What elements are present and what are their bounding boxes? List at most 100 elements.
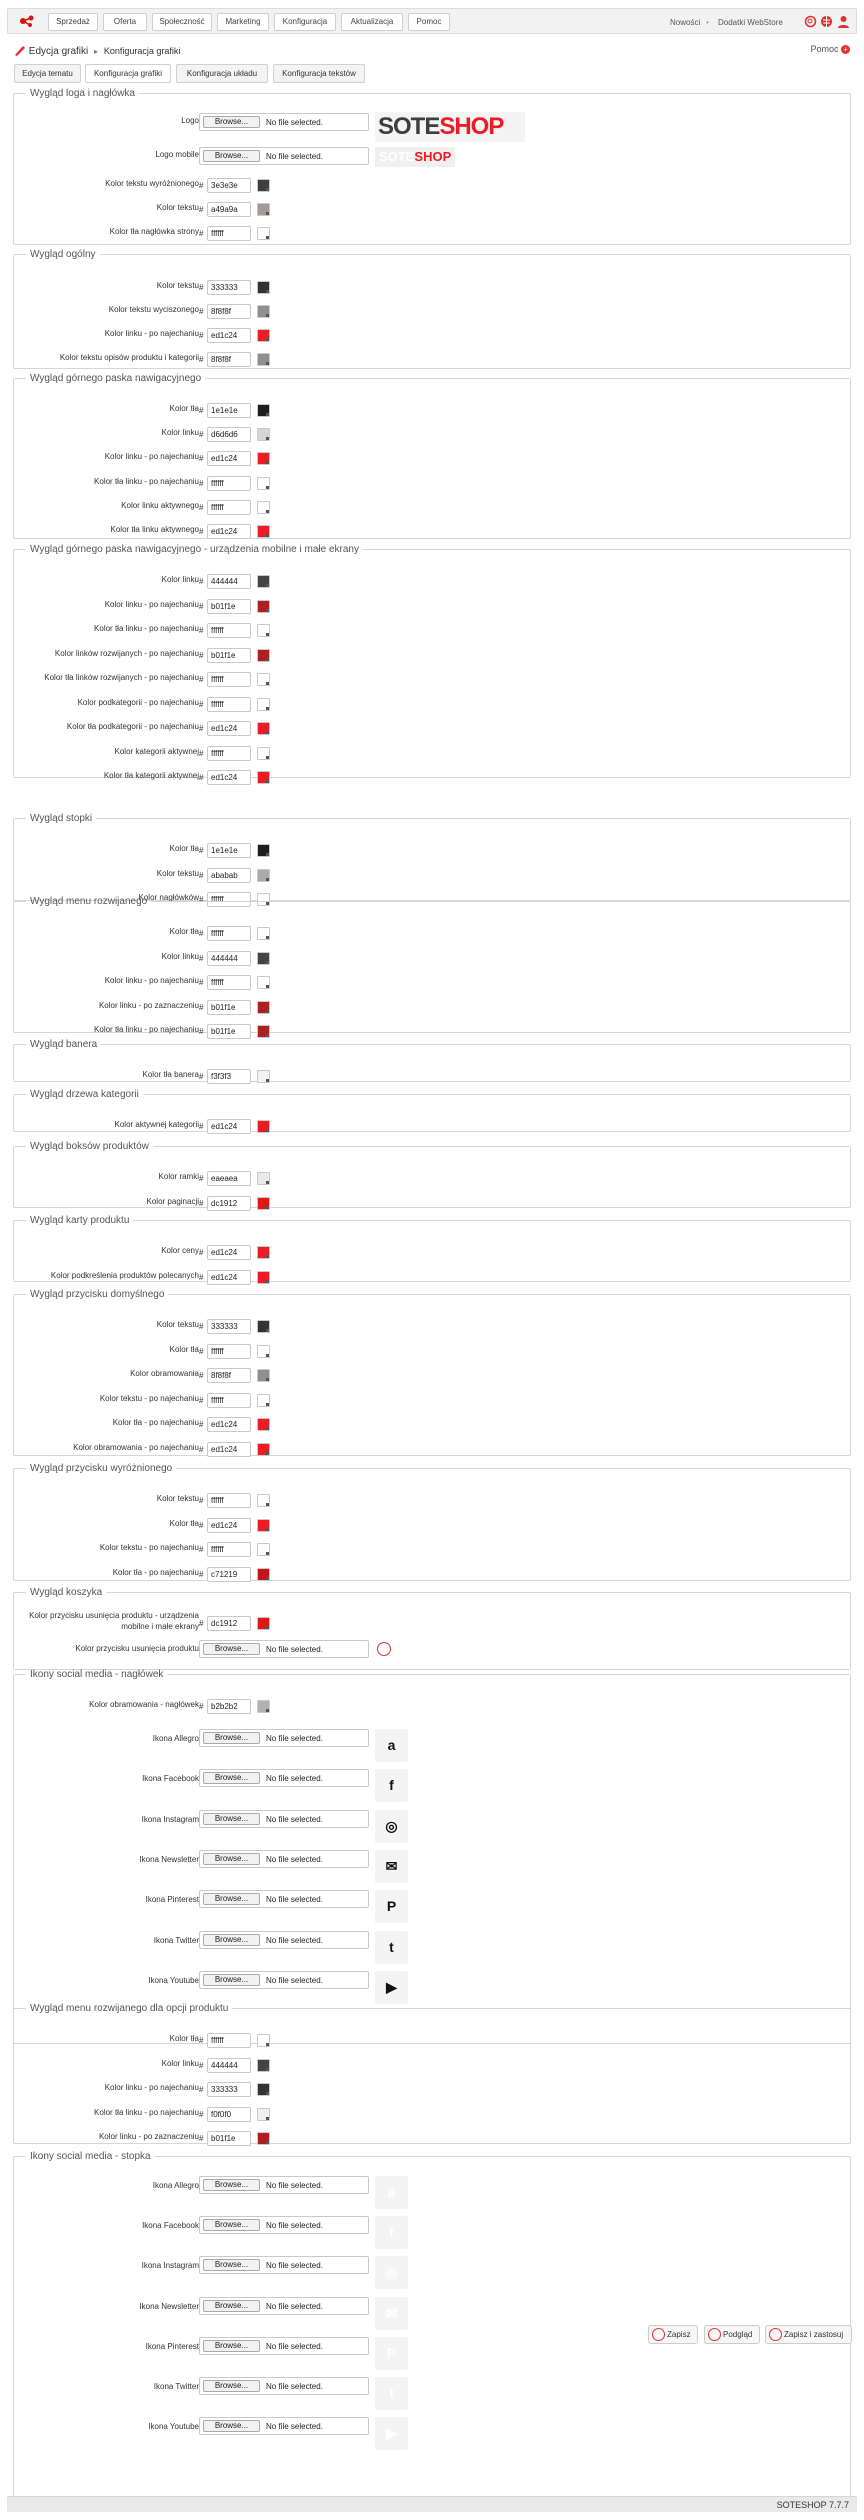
browse-button[interactable]: Browse...: [203, 1732, 260, 1744]
browse-button[interactable]: Browse...: [203, 116, 260, 128]
file-input[interactable]: Browse... No file selected.: [199, 2336, 369, 2355]
color-swatch[interactable]: [257, 1700, 270, 1713]
file-input[interactable]: Browse... No file selected.: [199, 2256, 369, 2275]
color-value-input[interactable]: b01f1e: [207, 598, 251, 614]
color-swatch[interactable]: [257, 673, 270, 686]
color-swatch[interactable]: [257, 305, 270, 318]
color-value-input[interactable]: ed1c24: [207, 1441, 251, 1457]
color-value-input[interactable]: ffffff: [207, 672, 251, 687]
color-value-input[interactable]: ed1c24: [207, 1417, 251, 1432]
search-icon[interactable]: [804, 15, 817, 28]
color-value-input[interactable]: ed1c24: [207, 451, 251, 467]
file-input[interactable]: Browse... No file selected.: [199, 2296, 369, 2315]
tab-konfiguracja-grafiki[interactable]: Konfiguracja grafiki: [85, 64, 171, 83]
user-icon[interactable]: [837, 15, 850, 28]
color-value-input[interactable]: ed1c24: [207, 328, 251, 343]
color-swatch[interactable]: [257, 452, 270, 466]
browse-button[interactable]: Browse...: [203, 1973, 260, 1986]
color-value-input[interactable]: 333333: [207, 2082, 251, 2097]
color-swatch[interactable]: [257, 2058, 270, 2072]
color-value-input[interactable]: a49a9a: [207, 202, 251, 217]
browse-button[interactable]: Browse...: [203, 150, 260, 162]
color-value-input[interactable]: ffffff: [207, 745, 251, 761]
file-input[interactable]: Browse... No file selected.: [199, 1809, 369, 1828]
file-input[interactable]: Browse... No file selected.: [199, 1640, 369, 1658]
color-swatch[interactable]: [257, 868, 270, 882]
browse-button[interactable]: Browse...: [203, 2339, 260, 2352]
color-swatch[interactable]: [257, 1320, 270, 1333]
color-value-input[interactable]: 444444: [207, 950, 251, 966]
color-value-input[interactable]: d6d6d6: [207, 427, 251, 443]
color-swatch[interactable]: [257, 1494, 270, 1507]
color-swatch[interactable]: [257, 1442, 270, 1456]
nav-item-sprzedaz[interactable]: Sprzedaż: [48, 13, 98, 31]
color-swatch[interactable]: [257, 844, 270, 857]
color-value-input[interactable]: b01f1e: [207, 999, 251, 1015]
color-swatch[interactable]: [257, 1246, 270, 1259]
help-link[interactable]: Pomoc +: [810, 44, 850, 54]
color-value-input[interactable]: ffffff: [207, 975, 251, 990]
nav-item-oferta[interactable]: Oferta: [103, 13, 147, 31]
preview-button[interactable]: Podgląd: [704, 2325, 760, 2344]
color-swatch[interactable]: [257, 771, 270, 784]
color-value-input[interactable]: 8f8f8f: [207, 352, 251, 367]
color-swatch[interactable]: [257, 281, 270, 294]
file-input[interactable]: Browse... No file selected.: [199, 2216, 369, 2235]
color-swatch[interactable]: [257, 1197, 270, 1210]
color-swatch[interactable]: [257, 2107, 270, 2121]
color-value-input[interactable]: ffffff: [207, 1542, 251, 1557]
file-input[interactable]: Browse... No file selected.: [199, 2417, 369, 2436]
color-value-input[interactable]: ed1c24: [207, 524, 251, 539]
color-swatch[interactable]: [257, 353, 270, 366]
color-swatch[interactable]: [257, 575, 270, 588]
color-value-input[interactable]: ffffff: [207, 1392, 251, 1408]
file-input[interactable]: Browse... No file selected.: [199, 113, 369, 131]
color-value-input[interactable]: 1e1e1e: [207, 403, 251, 418]
color-value-input[interactable]: ffffff: [207, 226, 251, 241]
color-value-input[interactable]: 444444: [207, 574, 251, 589]
color-swatch[interactable]: [257, 1344, 270, 1358]
file-input[interactable]: Browse... No file selected.: [199, 1930, 369, 1949]
nav-item-marketing[interactable]: Marketing: [217, 13, 269, 31]
color-swatch[interactable]: [257, 2132, 270, 2145]
file-input[interactable]: Browse... No file selected.: [199, 2176, 369, 2194]
color-value-input[interactable]: ffffff: [207, 623, 251, 638]
breadcrumb-root[interactable]: Edycja grafiki: [28, 46, 89, 57]
color-value-input[interactable]: b01f1e: [207, 2131, 251, 2146]
browse-button[interactable]: Browse...: [203, 1772, 260, 1785]
file-input[interactable]: Browse... No file selected.: [199, 1849, 369, 1868]
browse-button[interactable]: Browse...: [203, 1893, 260, 1906]
browse-button[interactable]: Browse...: [203, 2420, 260, 2433]
color-value-input[interactable]: 333333: [207, 280, 251, 295]
color-swatch[interactable]: [257, 1025, 270, 1038]
globe-icon[interactable]: [820, 15, 833, 28]
nav-item-spolecznosc[interactable]: Społeczność: [152, 13, 212, 31]
color-swatch[interactable]: [257, 1543, 270, 1556]
color-swatch[interactable]: [257, 525, 270, 538]
file-input[interactable]: Browse... No file selected.: [199, 2377, 369, 2395]
color-swatch[interactable]: [257, 648, 270, 662]
color-swatch[interactable]: [257, 927, 270, 940]
color-value-input[interactable]: ababab: [207, 867, 251, 883]
browse-button[interactable]: Browse...: [203, 2259, 260, 2272]
news-link[interactable]: Nowości: [670, 18, 701, 27]
browse-button[interactable]: Browse...: [203, 1933, 260, 1946]
color-value-input[interactable]: ffffff: [207, 892, 251, 907]
color-value-input[interactable]: 8f8f8f: [207, 1368, 251, 1383]
color-swatch[interactable]: [257, 599, 270, 613]
color-swatch[interactable]: [257, 976, 270, 989]
color-swatch[interactable]: [257, 1270, 270, 1284]
webstore-addons-link[interactable]: Dodatki WebStore: [718, 18, 783, 27]
color-value-input[interactable]: ed1c24: [207, 721, 251, 736]
color-swatch[interactable]: [257, 179, 270, 192]
color-value-input[interactable]: ed1c24: [207, 1269, 251, 1285]
color-swatch[interactable]: [257, 203, 270, 216]
color-swatch[interactable]: [257, 1418, 270, 1431]
color-swatch[interactable]: [257, 500, 270, 514]
color-value-input[interactable]: eaeaea: [207, 1171, 251, 1186]
tab-konfiguracja-ukladu[interactable]: Konfiguracja układu: [176, 64, 268, 83]
color-value-input[interactable]: ed1c24: [207, 1119, 251, 1134]
color-value-input[interactable]: ffffff: [207, 1343, 251, 1359]
color-value-input[interactable]: ffffff: [207, 696, 251, 712]
color-swatch[interactable]: [257, 624, 270, 637]
